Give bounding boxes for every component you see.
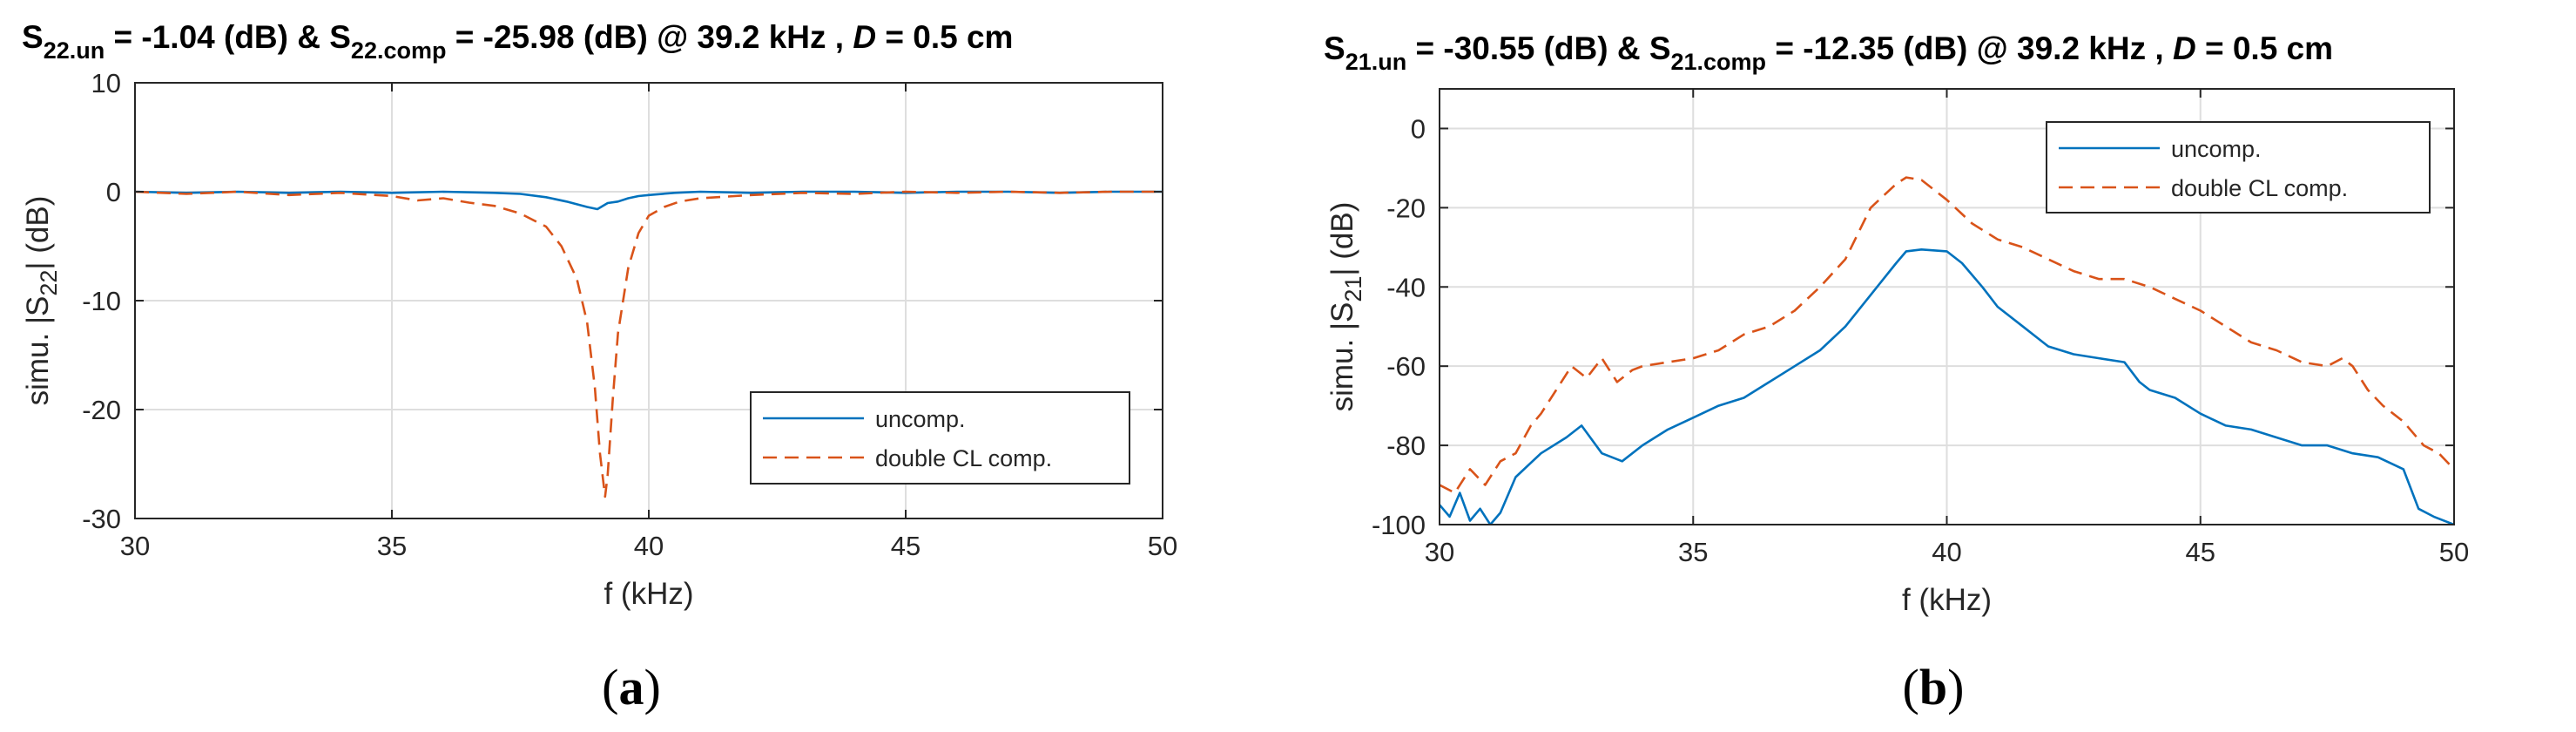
legend-label: double CL comp.	[2171, 175, 2348, 201]
chart-title-part: 21.comp	[1671, 49, 1767, 75]
chart-title-part: = -12.35 (dB) @ 39.2 kHz ,	[1766, 30, 2173, 66]
x-tick-label: 40	[634, 531, 664, 561]
y-axis-label-part: simu. |S	[1325, 302, 1359, 412]
panel-label-paren: (	[1903, 659, 1919, 715]
series-line-uncomp	[1440, 247, 2454, 525]
series-line-double-cl-comp	[1440, 176, 2454, 494]
y-axis-label-part: simu. |S	[21, 296, 55, 406]
x-tick-label: 35	[377, 531, 407, 561]
x-tick-label: 50	[1148, 531, 1177, 561]
series-line-double-cl-comp	[135, 190, 1163, 498]
legend-label: uncomp.	[2171, 136, 2262, 162]
chart-title-part: = 0.5 cm	[876, 19, 1013, 55]
chart-title-part: S	[22, 19, 44, 55]
panel-a: S22.un = -1.04 (dB) & S22.comp = -25.98 …	[21, 19, 1177, 715]
legend-box	[2046, 121, 2431, 214]
y-axis-label-part: | (dB)	[1325, 202, 1359, 276]
y-tick-label: -100	[1372, 510, 1426, 540]
legend-label: uncomp.	[875, 406, 966, 432]
legend-box	[750, 391, 1130, 485]
y-tick-label: -40	[1386, 272, 1426, 302]
x-axis-label: f (kHz)	[604, 577, 693, 611]
panel-label-paren: (	[602, 659, 618, 715]
chart-title-part: 21.un	[1345, 49, 1407, 75]
panel-label-paren: )	[644, 659, 661, 715]
y-tick-label: -80	[1386, 430, 1426, 461]
x-axis-label: f (kHz)	[1902, 583, 1992, 617]
chart-title-part: D	[2173, 30, 2196, 66]
panel-label-letter: a	[619, 659, 644, 715]
legend-label: double CL comp.	[875, 445, 1052, 471]
panel-label-paren: )	[1947, 659, 1964, 715]
chart-title: S21.un = -30.55 (dB) & S21.comp = -12.35…	[1324, 30, 2333, 75]
chart-title-part: = -25.98 (dB) @ 39.2 kHz ,	[446, 19, 853, 55]
y-tick-label: -60	[1386, 351, 1426, 382]
y-axis-label: simu. |S21| (dB)	[1325, 202, 1366, 412]
chart-title-part: S	[1324, 30, 1345, 66]
x-tick-label: 30	[1425, 537, 1454, 567]
series-line-uncomp	[135, 190, 1163, 211]
chart-title-part: = -1.04 (dB) & S	[105, 19, 351, 55]
x-tick-label: 35	[1678, 537, 1708, 567]
y-tick-label: -20	[82, 395, 121, 425]
y-tick-label: 0	[1411, 113, 1426, 144]
panel-b: S21.un = -30.55 (dB) & S21.comp = -12.35…	[1324, 30, 2469, 715]
chart-title: S22.un = -1.04 (dB) & S22.comp = -25.98 …	[22, 19, 1013, 64]
chart-title-part: = 0.5 cm	[2196, 30, 2333, 66]
y-tick-label: -20	[1386, 193, 1426, 223]
panel-label: (b)	[1903, 659, 1965, 715]
chart-title-part: = -30.55 (dB) & S	[1406, 30, 1670, 66]
chart-title-part: 22.comp	[351, 37, 447, 64]
x-tick-label: 40	[1932, 537, 1961, 567]
y-tick-label: -30	[82, 504, 121, 534]
panel-label: (a)	[602, 659, 661, 715]
y-axis-label: simu. |S22| (dB)	[21, 196, 62, 406]
x-tick-label: 45	[2186, 537, 2215, 567]
chart-title-part: 22.un	[44, 37, 105, 64]
y-axis-label-part: | (dB)	[21, 196, 55, 270]
chart-title-part: D	[853, 19, 876, 55]
panel-label-letter: b	[1919, 659, 1947, 715]
y-tick-label: 10	[91, 68, 121, 98]
x-tick-label: 45	[891, 531, 920, 561]
y-axis-label-part: 21	[1340, 276, 1366, 302]
x-tick-label: 50	[2439, 537, 2469, 567]
x-tick-label: 30	[120, 531, 150, 561]
y-tick-label: 0	[106, 177, 121, 207]
y-tick-label: -10	[82, 286, 121, 316]
y-axis-label-part: 22	[36, 270, 62, 296]
